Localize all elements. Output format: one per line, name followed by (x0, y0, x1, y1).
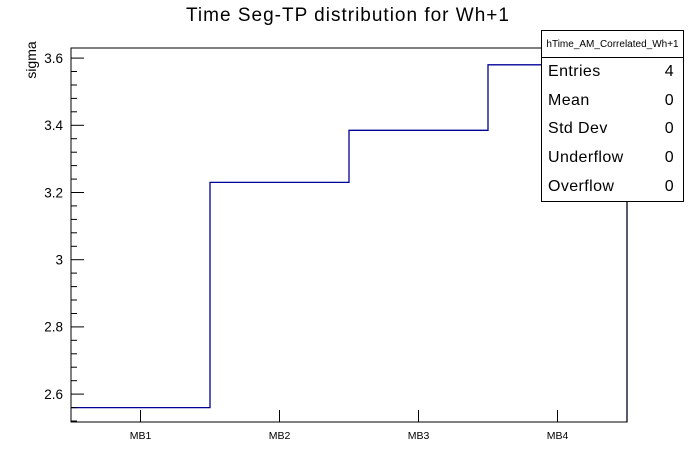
stats-row-entries: Entries 4 (548, 63, 674, 81)
x-tick-label: MB3 (408, 430, 430, 442)
stats-box: hTime_AM_Correlated_Wh+1 Entries 4 Mean … (541, 30, 684, 202)
x-tick-label: MB2 (269, 430, 291, 442)
stats-label: Mean (548, 91, 590, 109)
stats-label: Underflow (548, 149, 624, 167)
stats-value: 0 (664, 177, 674, 195)
y-tick-label: 2.8 (44, 320, 63, 335)
stats-rows: Entries 4 Mean 0 Std Dev 0 Underflow 0 O… (542, 58, 683, 201)
x-tick-label: MB4 (547, 430, 569, 442)
stats-value: 0 (664, 91, 674, 109)
stats-row-stddev: Std Dev 0 (548, 120, 674, 138)
stats-label: Overflow (548, 177, 615, 195)
stats-box-title: hTime_AM_Correlated_Wh+1 (542, 31, 683, 58)
y-tick-label: 3 (55, 253, 63, 268)
stats-value: 0 (664, 120, 674, 138)
stats-row-underflow: Underflow 0 (548, 149, 674, 167)
plot-frame (70, 47, 628, 423)
stats-row-overflow: Overflow 0 (548, 178, 674, 196)
chart-title: Time Seg-TP distribution for Wh+1 (186, 5, 510, 26)
y-tick-label: 3.4 (44, 118, 63, 133)
stats-value: 4 (664, 63, 674, 81)
stats-value: 0 (664, 149, 674, 167)
x-tick-label: MB1 (130, 430, 152, 442)
y-tick-label: 3.2 (44, 185, 63, 200)
stats-label: Entries (548, 63, 601, 81)
y-tick-label: 2.6 (44, 387, 63, 402)
stats-row-mean: Mean 0 (548, 92, 674, 110)
y-tick-label: 3.6 (44, 51, 63, 66)
stats-label: Std Dev (548, 120, 608, 138)
